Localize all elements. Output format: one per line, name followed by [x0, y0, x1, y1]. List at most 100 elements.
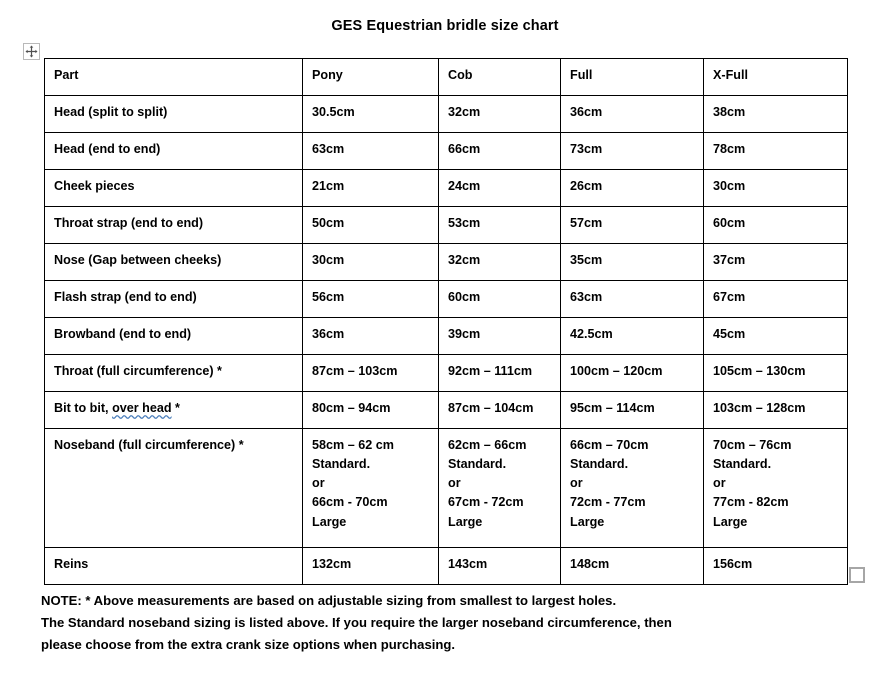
column-header-full: Full [560, 58, 704, 96]
cell-line: Large [713, 514, 748, 529]
cell-line: Standard. [570, 457, 629, 472]
cell-line: 32cm [448, 253, 481, 267]
cell-full: 73cm [560, 132, 704, 170]
cell-line: 37cm [713, 253, 746, 267]
page-title: GES Equestrian bridle size chart [331, 18, 559, 34]
column-header-pony: Pony [302, 58, 439, 96]
table-row: Flash strap (end to end) 56cm 60cm 63cm 67cm [44, 280, 848, 318]
cell-line: 72cm - 77cm [570, 495, 646, 510]
cell-line: 26cm [570, 179, 603, 193]
cell-xfull: 37cm [703, 243, 848, 281]
cell-line: 58cm – 62 cm [312, 438, 394, 452]
table-row: Browband (end to end) 36cm 39cm 42.5cm 45cm [44, 317, 848, 355]
spellcheck-underlined-text: over head [112, 401, 172, 415]
cell-cob: 32cm [438, 95, 561, 133]
cell-pony: 87cm – 103cm [302, 354, 439, 392]
cell-cob: 53cm [438, 206, 561, 244]
table-row: Throat strap (end to end) 50cm 53cm 57cm 60c… [44, 206, 848, 244]
cell-part: Reins [44, 547, 303, 585]
cell-full: 95cm – 114cm [560, 391, 704, 429]
cell-pony: 63cm [302, 132, 439, 170]
cell-line: 60cm [448, 290, 481, 304]
cell-part: Flash strap (end to end) [44, 280, 303, 318]
cell-line: 73cm [570, 142, 603, 156]
cell-line: 21cm [312, 179, 345, 193]
cell-line: 105cm – 130cm [713, 364, 806, 378]
cell-pony: 58cm – 62 cm Standard. or 66cm - 70cm Large [302, 428, 439, 548]
note-line: The Standard noseband sizing is listed a… [41, 614, 672, 630]
cell-part: Head (end to end) [44, 132, 303, 170]
note-line: NOTE: * Above measurements are based on … [41, 593, 617, 608]
cell-line: 66cm – 70cm [570, 438, 649, 452]
cell-line: 24cm [448, 179, 481, 193]
cell-line: 100cm – 120cm [570, 364, 663, 378]
cell-part: Throat strap (end to end) [44, 206, 303, 244]
cell-line: Large [312, 514, 347, 529]
cell-line: 67cm - 72cm [448, 495, 524, 510]
cell-pony: 80cm – 94cm [302, 391, 439, 429]
cell-line: or [312, 476, 325, 491]
cell-line: 132cm [312, 557, 352, 571]
cell-cob: 87cm – 104cm [438, 391, 561, 429]
cell-full: 63cm [560, 280, 704, 318]
cell-xfull: 67cm [703, 280, 848, 318]
cell-line: 67cm [713, 290, 746, 304]
table-row: Reins 132cm 143cm 148cm 156cm [44, 547, 848, 585]
cell-line: 36cm [312, 327, 345, 341]
cell-line: 45cm [713, 327, 746, 341]
cell-pony: 56cm [302, 280, 439, 318]
cell-xfull: 45cm [703, 317, 848, 355]
cell-line: 156cm [713, 557, 753, 571]
cell-line: 30cm [713, 179, 746, 193]
cell-xfull: 30cm [703, 169, 848, 207]
cell-xfull: 105cm – 130cm [703, 354, 848, 392]
cell-cob: 24cm [438, 169, 561, 207]
cell-full: 100cm – 120cm [560, 354, 704, 392]
cell-part: Throat (full circumference) * [44, 354, 303, 392]
cell-line: 38cm [713, 105, 746, 119]
cell-line: 60cm [713, 216, 746, 230]
cell-line: Large [448, 514, 483, 529]
cell-xfull: 156cm [703, 547, 848, 585]
cell-line: 35cm [570, 253, 603, 267]
cell-line: 95cm – 114cm [570, 401, 655, 415]
cell-xfull: 103cm – 128cm [703, 391, 848, 429]
table-row: Head (end to end) 63cm 66cm 73cm 78cm [44, 132, 848, 170]
cell-line: 92cm – 111cm [448, 364, 533, 378]
table-resize-handle[interactable] [849, 567, 865, 583]
cell-line: Large [570, 514, 605, 529]
cell-full: 148cm [560, 547, 704, 585]
cell-line: 87cm – 104cm [448, 401, 534, 415]
cell-xfull: 60cm [703, 206, 848, 244]
cell-line: Standard. [312, 457, 371, 472]
cell-line: 148cm [570, 557, 610, 571]
cell-line: 36cm [570, 105, 603, 119]
table-move-handle[interactable] [23, 43, 40, 60]
cell-line: 56cm [312, 290, 345, 304]
table-row: Bit to bit, over head * 80cm – 94cm 87cm –… [44, 391, 848, 429]
cell-cob: 66cm [438, 132, 561, 170]
cell-part: Browband (end to end) [44, 317, 303, 355]
move-cross-icon [25, 45, 38, 58]
cell-line: Standard. [448, 457, 507, 472]
table-header-row: Part Pony Cob Full X-Full [44, 58, 848, 96]
cell-full: 36cm [560, 95, 704, 133]
bridle-size-table: Part Pony Cob Full X-Full Head (split to… [44, 58, 848, 585]
cell-pony: 36cm [302, 317, 439, 355]
cell-part: Cheek pieces [44, 169, 303, 207]
cell-line: 57cm [570, 216, 603, 230]
cell-full: 42.5cm [560, 317, 704, 355]
cell-xfull: 78cm [703, 132, 848, 170]
cell-full: 35cm [560, 243, 704, 281]
cell-line: 42.5cm [570, 327, 613, 341]
cell-full: 26cm [560, 169, 704, 207]
cell-pony: 50cm [302, 206, 439, 244]
cell-line: 87cm – 103cm [312, 364, 398, 378]
table-row: Cheek pieces 21cm 24cm 26cm 30cm [44, 169, 848, 207]
cell-xfull: 70cm – 76cm Standard. or 77cm - 82cm Large [703, 428, 848, 548]
note-text: NOTE: * Above measurements are based on … [41, 590, 851, 656]
cell-line: 30cm [312, 253, 345, 267]
cell-xfull: 38cm [703, 95, 848, 133]
cell-line: 39cm [448, 327, 481, 341]
cell-part: Noseband (full circumference) * [44, 428, 303, 548]
